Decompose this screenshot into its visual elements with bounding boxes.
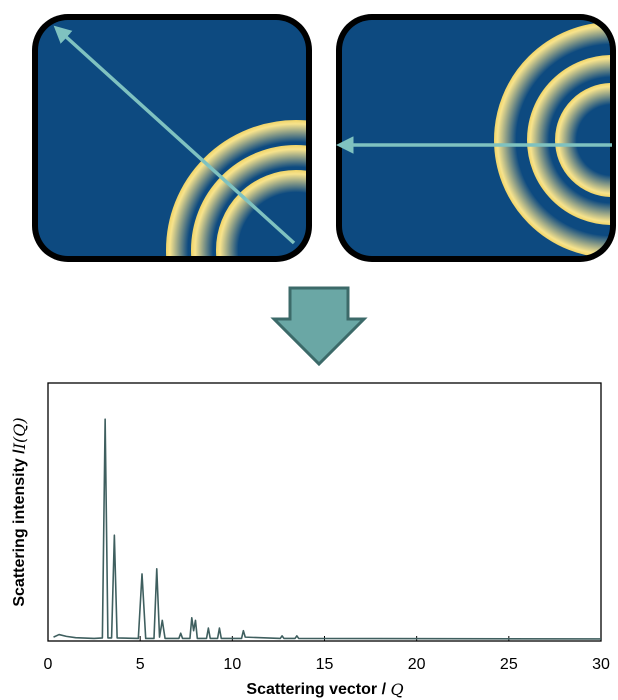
x-tick-label: 30 [592, 656, 610, 673]
down-arrow [270, 286, 368, 367]
x-label-symbol: Q [390, 680, 403, 699]
x-tick-label: 25 [500, 656, 518, 673]
intensity-line [53, 418, 602, 640]
x-tick-label: 20 [408, 656, 426, 673]
detector-left [32, 14, 312, 262]
x-axis-label: Scattering vector / Q [246, 680, 403, 699]
x-tick-label: 0 [44, 656, 53, 673]
x-label-text: Scattering vector / [246, 681, 386, 698]
y-axis-label: Scattering intensity /I(Q) [10, 417, 29, 606]
x-tick-label: 10 [223, 656, 241, 673]
y-label-text: Scattering intensity / [11, 449, 28, 607]
plot-frame [47, 382, 602, 642]
x-tick-label: 15 [316, 656, 334, 673]
y-label-symbol: I(Q) [10, 417, 29, 450]
detector-right [336, 14, 616, 262]
x-tick-label: 5 [136, 656, 145, 673]
